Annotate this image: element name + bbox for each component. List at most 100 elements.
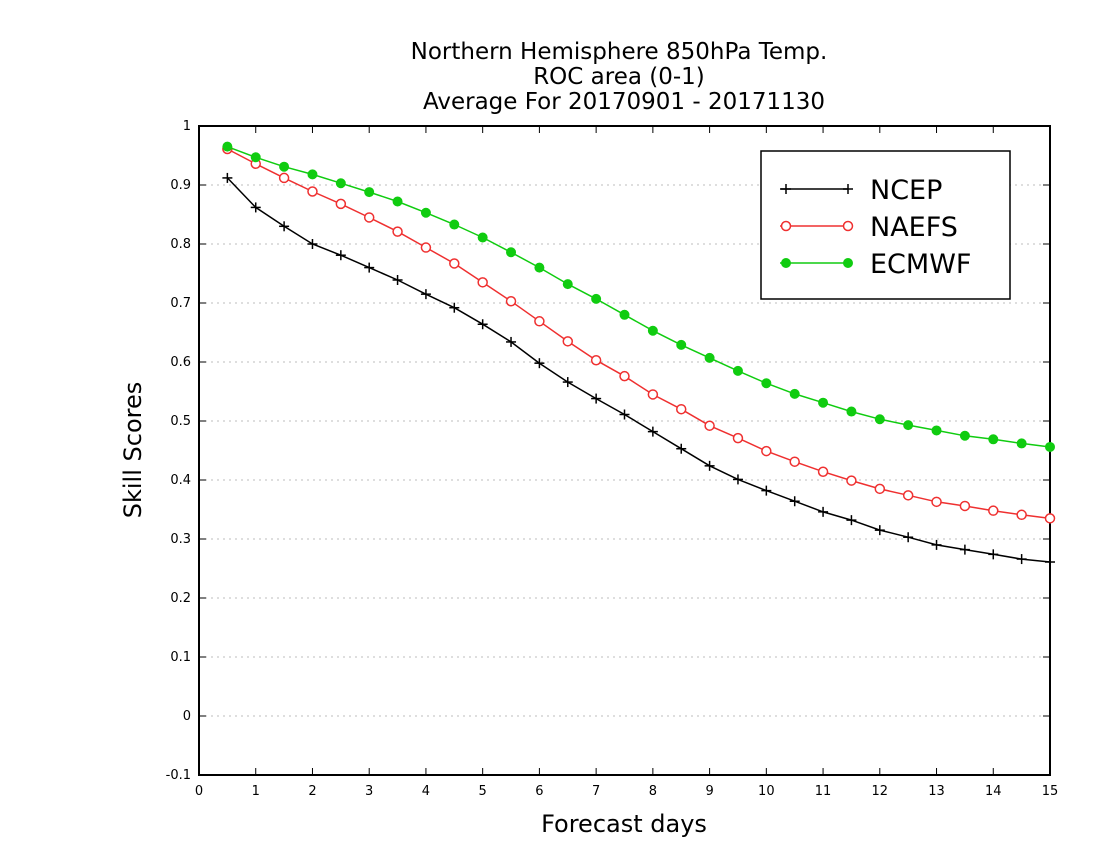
x-axis-label: Forecast days: [541, 810, 707, 838]
data-point-ncep: [704, 460, 715, 471]
data-point-naefs: [732, 432, 744, 444]
data-point-naefs: [420, 242, 432, 253]
y-tick-label: 0.6: [170, 355, 191, 370]
data-point-naefs: [931, 496, 942, 508]
data-point-ecmwf: [335, 178, 346, 189]
data-point-naefs: [562, 336, 574, 347]
series-ecmwf: [222, 141, 1055, 452]
data-point-ecmwf: [732, 365, 743, 376]
data-point-naefs: [505, 295, 517, 307]
data-point-ncep: [279, 221, 290, 232]
data-point-ncep: [250, 202, 261, 213]
y-tick-label: 0.9: [170, 178, 191, 193]
data-point-ecmwf: [449, 219, 460, 230]
data-point-ecmwf: [704, 352, 715, 363]
data-point-ncep: [647, 426, 658, 437]
data-point-ecmwf: [364, 187, 375, 198]
data-point-naefs: [846, 475, 857, 486]
data-point-ncep: [506, 336, 517, 347]
y-tick-label: 0.1: [170, 650, 191, 665]
legend-marker-naefs: [842, 220, 854, 232]
data-point-ecmwf: [534, 262, 545, 273]
data-point-ncep: [903, 532, 914, 543]
legend-item-naefs: NAEFS: [780, 212, 958, 243]
x-tick-label: 1: [252, 784, 260, 799]
data-point-ecmwf: [988, 434, 999, 445]
legend-marker-ecmwf: [781, 258, 791, 268]
data-point-ncep: [364, 262, 375, 273]
data-point-ncep: [846, 515, 857, 526]
series-lines: [222, 141, 1056, 568]
legend-label-naefs: NAEFS: [870, 212, 958, 243]
data-point-ncep: [477, 319, 488, 330]
series-naefs: [222, 143, 1056, 524]
data-point-ecmwf: [392, 196, 403, 207]
legend-item-ncep: NCEP: [780, 175, 942, 206]
y-tick-label: 0.5: [170, 414, 191, 429]
data-point-naefs: [704, 420, 715, 431]
data-point-ncep: [591, 393, 602, 404]
data-point-ecmwf: [931, 425, 942, 436]
data-point-ncep: [449, 302, 460, 313]
y-tick-label: 0.3: [170, 532, 191, 547]
data-point-ncep: [307, 239, 318, 249]
legend-marker-ncep: [781, 184, 791, 194]
data-point-ecmwf: [1016, 438, 1027, 449]
data-point-naefs: [817, 466, 829, 477]
data-point-ncep: [1016, 554, 1027, 565]
data-point-ecmwf: [818, 397, 829, 408]
data-point-ncep: [732, 474, 743, 485]
data-point-naefs: [363, 212, 375, 223]
data-point-ecmwf: [789, 388, 800, 399]
data-point-naefs: [619, 370, 630, 382]
y-tick-label: 0.7: [170, 296, 191, 311]
data-point-ecmwf: [477, 232, 488, 243]
legend: NCEP NAEFS ECMWF: [760, 150, 1011, 300]
x-tick-label: 15: [1042, 784, 1059, 799]
data-point-ncep: [959, 544, 970, 555]
data-point-ecmwf: [761, 378, 772, 389]
data-point-ncep: [420, 289, 431, 300]
data-point-naefs: [278, 172, 290, 184]
x-tick-label: 3: [365, 784, 373, 799]
chart-title: Northern Hemisphere 850hPa Temp. ROC are…: [411, 39, 828, 115]
data-point-ecmwf: [1045, 441, 1055, 452]
x-tick-label: 7: [592, 784, 600, 799]
axes: -0.100.10.20.30.40.50.60.70.80.910 1 2 3 4 5 6…: [166, 119, 1059, 799]
data-point-naefs: [1044, 513, 1056, 524]
data-point-ecmwf: [506, 247, 517, 258]
x-tick-label: 8: [649, 784, 657, 799]
chart-title-line-1: Northern Hemisphere 850hPa Temp.: [411, 39, 828, 65]
x-tick-label: 4: [422, 784, 430, 799]
data-point-ecmwf: [903, 420, 914, 431]
data-point-ncep: [619, 409, 630, 420]
data-point-naefs: [307, 186, 318, 197]
y-tick-label: 1: [183, 119, 191, 134]
data-point-naefs: [959, 500, 971, 512]
data-point-ncep: [818, 506, 829, 517]
data-point-naefs: [902, 490, 914, 501]
legend-item-ecmwf: ECMWF: [780, 249, 971, 280]
data-point-ecmwf: [647, 325, 658, 336]
data-point-ncep: [874, 525, 885, 536]
data-point-ncep: [761, 485, 772, 496]
y-tick-label: 0: [183, 709, 191, 724]
x-tick-label: 5: [479, 784, 487, 799]
chart-title-line-2: ROC area (0-1): [533, 64, 705, 90]
y-tick-label: 0.8: [170, 237, 191, 252]
data-point-ncep: [1045, 557, 1055, 568]
data-point-naefs: [534, 316, 545, 327]
chart-title-line-3: Average For 20170901 - 20171130: [423, 89, 825, 115]
x-tick-label: 14: [985, 784, 1002, 799]
data-point-naefs: [1016, 509, 1027, 521]
data-point-naefs: [647, 389, 659, 400]
data-point-ecmwf: [562, 279, 573, 290]
data-point-naefs: [477, 277, 488, 288]
x-tick-label: 6: [535, 784, 543, 799]
y-tick-label: 0.4: [170, 473, 191, 488]
data-point-naefs: [874, 483, 886, 495]
data-point-naefs: [988, 505, 999, 516]
data-point-ecmwf: [591, 293, 602, 304]
